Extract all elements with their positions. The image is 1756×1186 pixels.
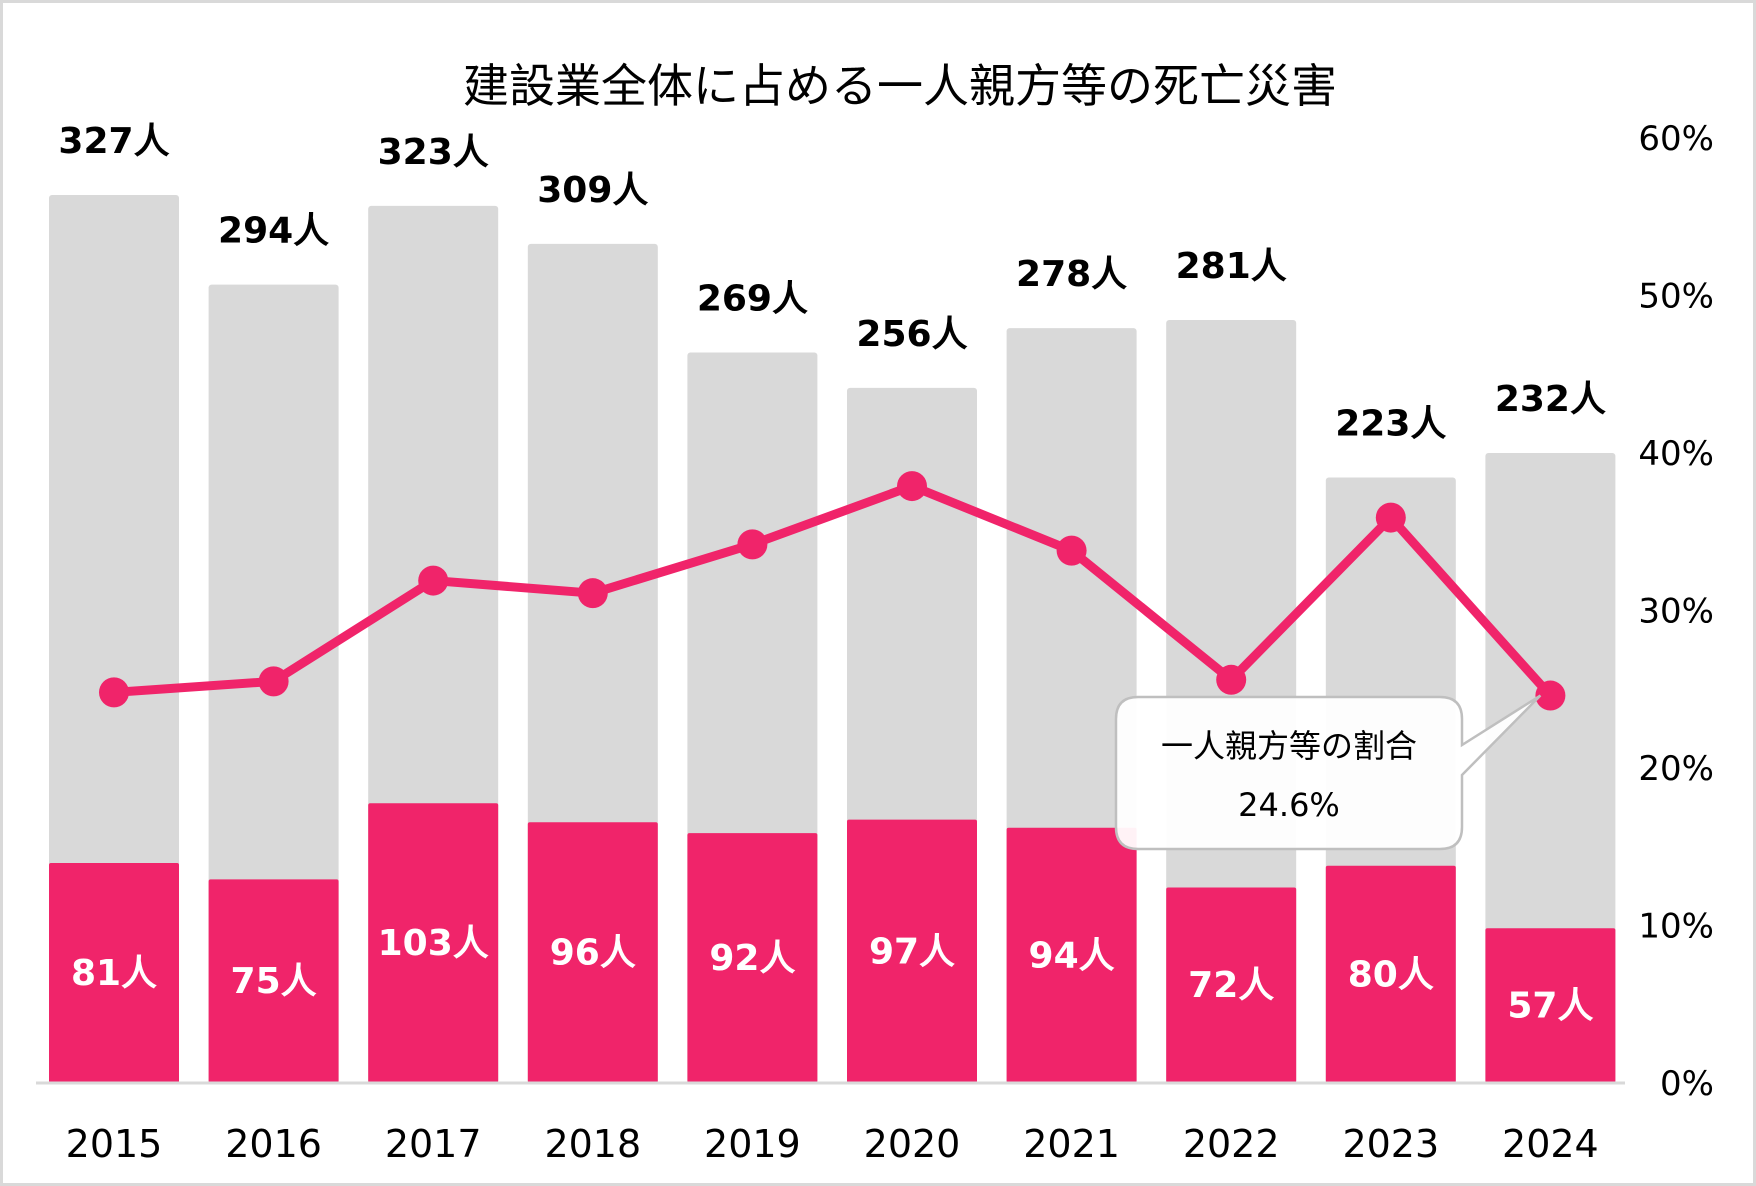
year-label: 2023 — [1342, 1122, 1439, 1166]
one-person-label: 75人 — [231, 961, 317, 1002]
ratio-point — [1216, 664, 1247, 695]
ratio-point — [258, 666, 289, 697]
callout-label: 一人親方等の割合 — [1161, 727, 1417, 765]
year-label: 2019 — [704, 1122, 801, 1166]
ratio-point — [897, 471, 927, 502]
ratio-point — [577, 578, 608, 609]
data-labels: 327人 81人 294人 75人 323人 103人 309人 96人 269人 92人 256人… — [58, 121, 1606, 1027]
ratio-point — [418, 565, 449, 596]
right-axis-tick: 40% — [1638, 434, 1714, 474]
total-label: 294人 — [218, 211, 329, 252]
ratio-point — [99, 677, 129, 708]
right-axis-tick: 10% — [1638, 907, 1714, 947]
ratio-line-group — [99, 471, 1566, 711]
year-label: 2021 — [1023, 1122, 1120, 1166]
right-axis-tick: 60% — [1638, 119, 1714, 159]
year-label: 2016 — [225, 1122, 322, 1166]
bar-one-person — [208, 879, 339, 1083]
one-person-label: 80人 — [1348, 954, 1434, 995]
bar-one-person — [1006, 827, 1137, 1083]
ratio-point — [737, 529, 768, 560]
one-person-label: 72人 — [1188, 965, 1274, 1006]
x-axis: 2015 2016 2017 2018 2019 2020 2021 2022 2023 2024 — [66, 1122, 1599, 1166]
one-person-label: 57人 — [1507, 986, 1593, 1027]
total-label: 327人 — [58, 121, 169, 162]
bar-one-person — [847, 819, 977, 1083]
ratio-point — [1375, 502, 1406, 533]
ratio-point — [1056, 535, 1087, 566]
bar-one-person — [49, 863, 179, 1083]
year-label: 2022 — [1183, 1122, 1280, 1166]
total-label: 223人 — [1335, 403, 1446, 444]
year-label: 2017 — [385, 1122, 482, 1166]
callout: 一人親方等の割合 24.6% — [1114, 694, 1542, 851]
chart-title: 建設業全体に占める一人親方等の死亡災害 — [463, 59, 1337, 113]
one-person-label: 103人 — [378, 923, 489, 964]
one-person-label: 94人 — [1029, 935, 1115, 976]
callout-value: 24.6% — [1238, 786, 1340, 824]
one-person-label: 92人 — [709, 938, 795, 979]
right-axis-tick: 0% — [1660, 1064, 1714, 1104]
year-label: 2024 — [1502, 1122, 1599, 1166]
bar-one-person — [1485, 928, 1616, 1083]
one-person-label: 97人 — [869, 931, 955, 972]
right-axis-tick: 50% — [1638, 277, 1714, 317]
bar-one-person — [368, 803, 499, 1083]
total-label: 256人 — [856, 314, 967, 355]
total-label: 269人 — [697, 279, 808, 320]
bar-one-person — [1166, 887, 1297, 1083]
year-label: 2018 — [544, 1122, 641, 1166]
total-label: 278人 — [1016, 254, 1127, 295]
ratio-line — [113, 481, 1554, 699]
bar-total — [1485, 453, 1616, 1083]
ratio-point — [1535, 680, 1566, 711]
total-label: 309人 — [537, 170, 648, 211]
total-label: 232人 — [1495, 379, 1606, 420]
bars-group — [49, 195, 1616, 1084]
right-axis-tick: 30% — [1638, 592, 1714, 632]
bar-one-person — [527, 822, 658, 1083]
right-axis: 0% 10% 20% 30% 40% 50% 60% — [1638, 119, 1714, 1104]
bar-one-person — [1325, 865, 1456, 1083]
year-label: 2015 — [66, 1122, 163, 1166]
bar-one-person — [687, 833, 818, 1083]
year-label: 2020 — [864, 1122, 961, 1166]
callout-bubble — [1114, 694, 1542, 851]
total-label: 323人 — [378, 132, 489, 173]
bar-total — [49, 195, 179, 1083]
total-label: 281人 — [1176, 246, 1287, 287]
one-person-label: 96人 — [550, 933, 636, 974]
right-axis-tick: 20% — [1638, 749, 1714, 789]
one-person-label: 81人 — [71, 953, 157, 994]
